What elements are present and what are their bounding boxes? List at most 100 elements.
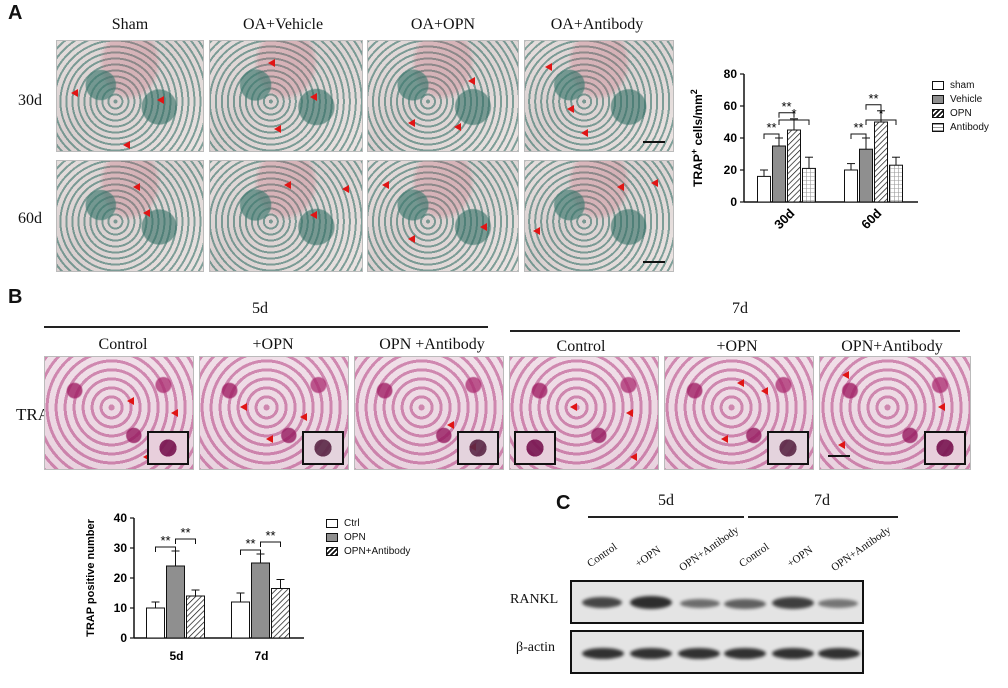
y-tick-label: 20	[724, 163, 738, 177]
col-header-opn-antibody-5d: OPN +Antibody	[379, 336, 485, 353]
col-header-sham: Sham	[111, 16, 149, 33]
micrograph-opn-antibody-5d	[354, 356, 504, 470]
arrow-icon	[617, 183, 624, 191]
micrograph-control-7d	[509, 356, 659, 470]
micrograph-oa-opn-30d	[367, 40, 519, 152]
lane-label-opn-antibody-5d: OPN+Antibody	[677, 524, 742, 574]
arrow-icon	[408, 235, 415, 243]
significance-label: **	[853, 120, 863, 135]
panel-b-label: B	[8, 286, 23, 308]
chart-trap-positive-svg: 0 10 20 30 40 TRAP positive number 5d 7d ** ** ** *…	[85, 511, 304, 663]
col-header-control-5d: Control	[98, 336, 148, 353]
panel-c-label: C	[556, 492, 571, 514]
inset-zoom	[457, 431, 499, 465]
arrow-icon	[842, 371, 849, 379]
micrograph-oa-vehicle-60d	[209, 160, 363, 272]
swatch-opn	[326, 533, 338, 542]
lane-label-opn-antibody-7d: OPN+Antibody	[829, 524, 894, 574]
significance-bracket	[865, 104, 882, 110]
micrograph-opn-5d	[199, 356, 349, 470]
legend-label: OPN	[344, 532, 366, 543]
y-axis-label: TRAP positive number	[85, 518, 97, 636]
band	[678, 648, 720, 659]
significance-bracket	[155, 546, 176, 552]
y-axis-label-part: TRAP	[691, 154, 705, 187]
micrograph-oa-antibody-30d	[524, 40, 674, 152]
significance-bracket	[763, 133, 780, 139]
legend-item-vehicle: Vehicle	[932, 94, 982, 105]
legend-item-ctrl: Ctrl	[326, 518, 360, 529]
col-header-oa-antibody: OA+Antibody	[550, 16, 644, 33]
y-tick-label: 10	[114, 601, 128, 615]
legend-label: sham	[950, 80, 975, 91]
significance-bracket	[240, 549, 261, 555]
arrow-icon	[630, 453, 637, 461]
micrograph-sham-60d	[56, 160, 204, 272]
blot-group-header-7d: 7d	[814, 492, 830, 509]
significance-label: **	[180, 525, 190, 540]
y-axis-label-part: cells/mm	[691, 94, 705, 149]
arrow-icon	[310, 93, 317, 101]
legend-chart-b: Ctrl OPN OPN+Antibody	[326, 518, 446, 564]
swatch-opn	[932, 109, 944, 118]
arrow-icon	[838, 441, 845, 449]
y-tick-label: 40	[724, 131, 738, 145]
arrow-icon	[382, 181, 389, 189]
bar-antibody	[802, 167, 816, 203]
bar-antibody	[889, 164, 903, 203]
legend-chart-a: sham Vehicle OPN Antibody	[932, 80, 1008, 140]
swatch-antibody	[932, 123, 944, 132]
inset-zoom	[924, 431, 966, 465]
arrow-icon	[127, 397, 134, 405]
legend-item-opn: OPN	[932, 108, 972, 119]
significance-label: **	[160, 533, 170, 548]
legend-label: OPN	[950, 108, 972, 119]
scale-bar	[643, 141, 665, 143]
arrow-icon	[157, 96, 164, 104]
arrow-icon	[274, 125, 281, 133]
micrograph-oa-opn-60d	[367, 160, 519, 272]
blot-group-line-7d	[748, 516, 898, 518]
significance-label: **	[868, 91, 878, 106]
legend-item-sham: sham	[932, 80, 974, 91]
arrow-icon	[143, 209, 150, 217]
swatch-sham	[932, 81, 944, 90]
swatch-vehicle	[932, 95, 944, 104]
inset-zoom	[767, 431, 809, 465]
arrow-icon	[447, 421, 454, 429]
bar-ctrl	[146, 607, 165, 639]
band	[772, 597, 814, 609]
significance-label: *	[791, 106, 796, 121]
arrow-icon	[268, 59, 275, 67]
col-header-opn-5d: +OPN	[252, 336, 294, 353]
arrow-icon	[454, 123, 461, 131]
col-header-oa-vehicle: OA+Vehicle	[242, 16, 324, 33]
arrow-icon	[71, 89, 78, 97]
arrow-icon	[567, 105, 574, 113]
blot-group-line-5d	[588, 516, 744, 518]
arrow-icon	[468, 77, 475, 85]
blot-row-label-actin: β-actin	[516, 640, 555, 655]
arrow-icon	[721, 435, 728, 443]
micrograph-sham-30d	[56, 40, 204, 152]
band	[772, 648, 814, 659]
bar-opn-antibody	[271, 588, 290, 639]
arrow-icon	[651, 179, 658, 187]
significance-label: **	[265, 528, 275, 543]
scale-bar	[828, 455, 850, 457]
arrow-icon	[480, 223, 487, 231]
micrograph-opn-antibody-7d	[819, 356, 971, 470]
swatch-opn-antibody	[326, 547, 338, 556]
significance-bracket	[260, 541, 281, 547]
y-axis-label-sup: 2	[689, 89, 699, 94]
x-tick-label: 30d	[771, 206, 797, 232]
significance-label: **	[766, 120, 776, 135]
panel-a-label: A	[8, 2, 23, 24]
x-tick-label: 7d	[254, 649, 268, 663]
band	[724, 648, 766, 659]
bar-vehicle	[772, 145, 786, 203]
y-tick-label: 0	[120, 631, 127, 645]
bar-opn	[166, 565, 185, 639]
bar-vehicle	[859, 148, 873, 203]
